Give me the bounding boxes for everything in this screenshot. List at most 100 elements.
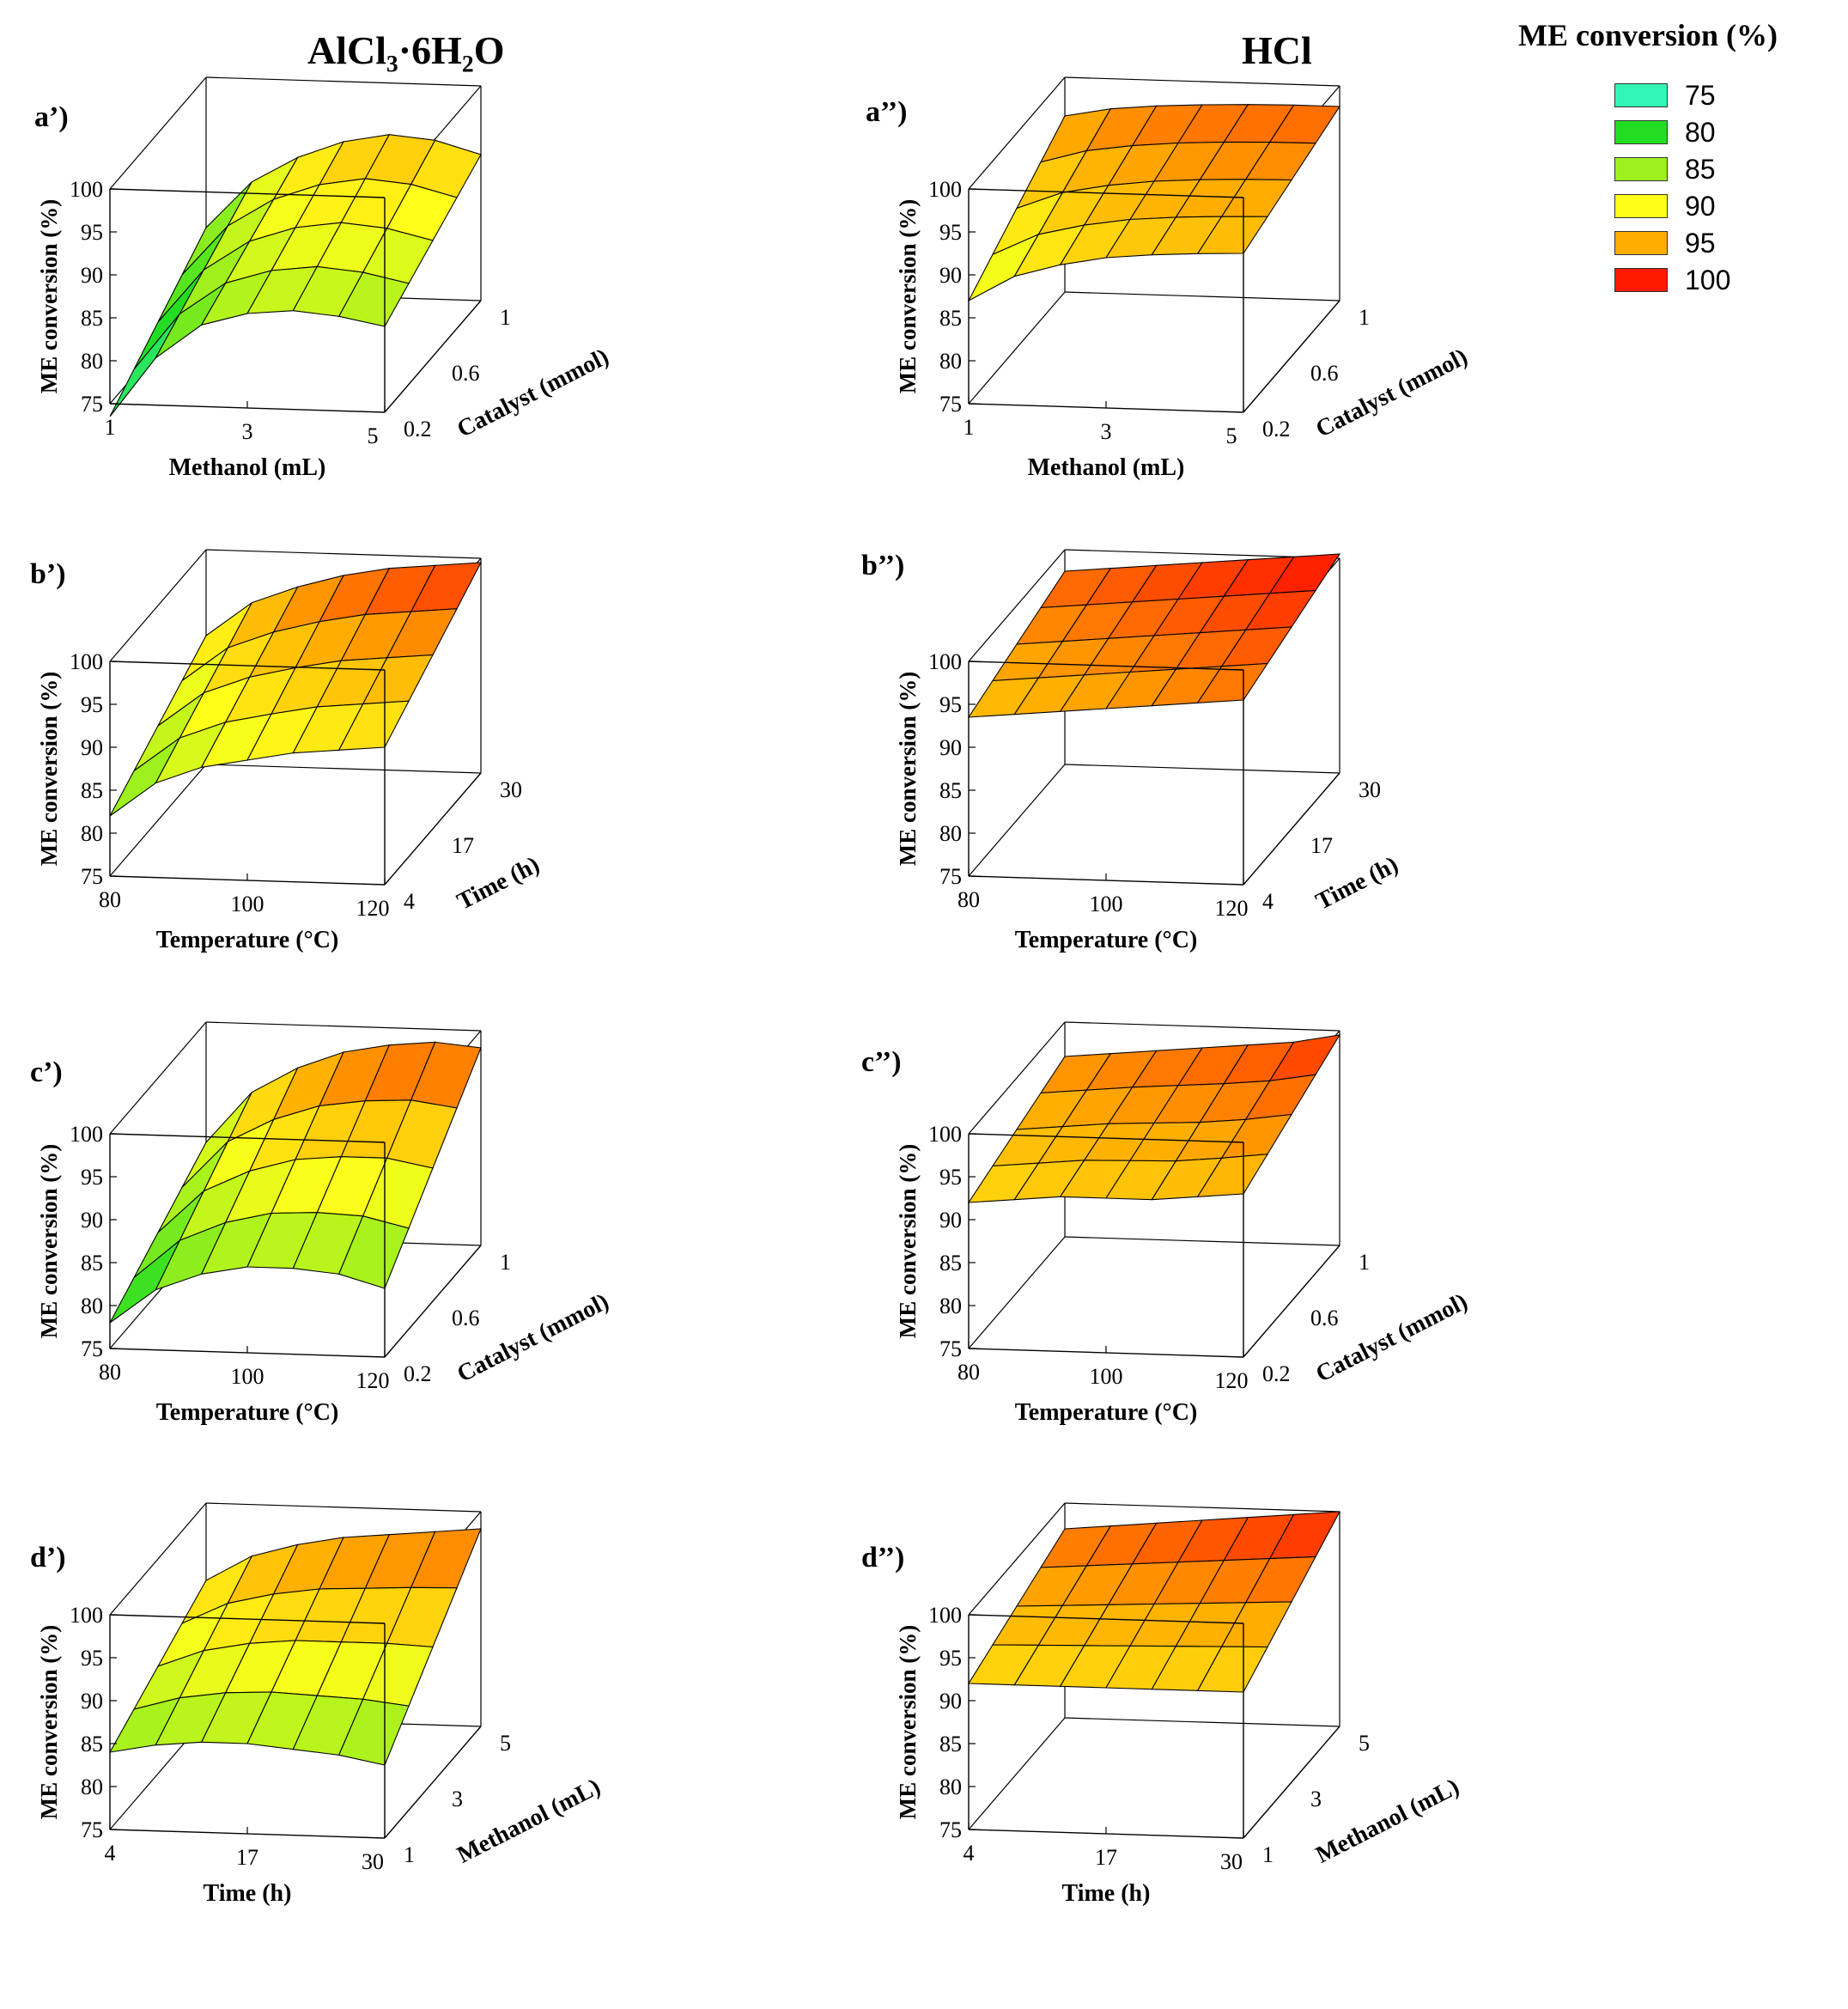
box-edge: [109, 661, 386, 671]
y-axis-label: Methanol (mL): [453, 1774, 605, 1869]
z-tick-label: 75: [81, 1336, 103, 1361]
legend-swatch: [1614, 157, 1668, 181]
box-edge: [968, 764, 1066, 877]
y-tick-label: 0.2: [404, 1361, 432, 1386]
box-edge: [384, 1726, 482, 1839]
y-axis-label: Time (h): [453, 851, 544, 915]
surface-patch: [109, 314, 180, 417]
box-edge: [1243, 1245, 1340, 1358]
y-tick-label: 3: [1310, 1787, 1322, 1811]
left-column-title: AlCl₃·6H₂O: [307, 28, 505, 72]
z-tick-label: 95: [939, 220, 962, 245]
x-tick-label: 1: [105, 415, 116, 440]
z-tick-label: 90: [81, 735, 103, 760]
x-axis-label: Temperature (°C): [1015, 927, 1198, 953]
z-axis-label: ME conversion (%): [895, 199, 921, 393]
z-tick-label: 95: [81, 220, 103, 245]
z-tick-label: 90: [81, 1208, 103, 1233]
x-tick-label: 100: [231, 1364, 264, 1389]
legend-item: 100: [1614, 265, 1730, 295]
z-axis-label: ME conversion (%): [895, 672, 921, 866]
x-tick-label: 30: [1220, 1849, 1243, 1874]
x-tick-label: 100: [1090, 892, 1123, 916]
z-tick-label: 85: [939, 1732, 962, 1756]
panel-label-d1: d’): [30, 1542, 66, 1574]
panel-label-b1: b’): [30, 558, 66, 590]
legend-label: 90: [1685, 190, 1716, 222]
z-tick-label: 95: [81, 692, 103, 717]
box-edge: [1064, 1502, 1340, 1513]
box-edge: [1064, 1021, 1340, 1032]
x-tick-label: 100: [1090, 1364, 1123, 1389]
z-tick-label: 90: [81, 263, 103, 288]
x-axis-label: Temperature (°C): [1015, 1399, 1198, 1426]
y-tick-label: 30: [500, 777, 522, 802]
box-edge: [968, 76, 1066, 190]
box-edge: [109, 1614, 386, 1624]
box-edge: [205, 1021, 482, 1032]
x-tick-label: 17: [1095, 1845, 1117, 1870]
z-tick-label: 75: [939, 1336, 962, 1361]
x-tick-label: 4: [964, 1841, 975, 1866]
z-tick-label: 90: [939, 1689, 962, 1714]
x-axis-label: Temperature (°C): [156, 1399, 339, 1426]
z-tick-label: 75: [81, 392, 103, 417]
box-edge: [968, 1021, 1066, 1135]
z-tick-label: 100: [928, 177, 962, 202]
surface-plot-d1: 75 80 85 90 95 100 ME conversion (%) 4 17 30 Time …: [36, 1502, 605, 1907]
z-tick-label: 85: [81, 306, 103, 331]
y-tick-label: 0.6: [452, 361, 480, 386]
legend-label: 100: [1685, 264, 1731, 295]
y-tick-label: 3: [452, 1787, 463, 1811]
panel-label-a1: a’): [34, 101, 69, 133]
surface-plot-a1: 75 80 85 90 95 100 ME conversion (%) 1 3 5 Methano…: [36, 76, 613, 481]
y-tick-label: 0.6: [1310, 361, 1339, 386]
z-tick-label: 75: [81, 1817, 103, 1842]
box-edge: [109, 1502, 207, 1616]
y-axis-label: Catalyst (mmol): [453, 1288, 613, 1388]
y-tick-label: 5: [500, 1731, 511, 1756]
z-tick-label: 100: [70, 177, 103, 202]
box-edge: [1243, 772, 1340, 886]
x-tick-label: 30: [362, 1849, 384, 1874]
x-tick-label: 120: [356, 896, 390, 921]
z-tick-label: 90: [939, 735, 962, 760]
x-axis-label: Temperature (°C): [156, 927, 339, 953]
box-edge: [384, 772, 482, 886]
x-axis-label: Methanol (mL): [1028, 454, 1185, 481]
x-tick-label: 120: [356, 1368, 390, 1393]
legend-item: 80: [1614, 117, 1716, 148]
z-tick-label: 85: [81, 778, 103, 803]
z-tick-label: 100: [70, 1603, 103, 1628]
legend-swatch: [1614, 268, 1668, 292]
box-edge: [968, 188, 1244, 198]
z-tick-label: 80: [81, 1775, 103, 1799]
y-tick-label: 1: [404, 1842, 415, 1867]
legend-label: 95: [1685, 227, 1716, 259]
legend-title: ME conversion (%): [1518, 18, 1778, 52]
surface-patch: [337, 1698, 410, 1766]
box-edge: [968, 549, 1066, 662]
panel-label-c1: c’): [30, 1056, 63, 1088]
surface-plot-a2: 75 80 85 90 95 100 ME conversion (%) 1 3 5 Methano…: [895, 76, 1472, 481]
box-edge: [1064, 1717, 1340, 1727]
box-edge: [109, 76, 207, 190]
y-axis-label: Catalyst (mmol): [453, 344, 613, 443]
y-tick-label: 5: [1359, 1731, 1370, 1756]
x-tick-label: 80: [99, 887, 121, 912]
box-edge: [205, 76, 482, 87]
box-edge: [109, 549, 207, 662]
box-edge: [1243, 1726, 1340, 1839]
box-edge: [968, 291, 1066, 405]
x-tick-label: 5: [368, 423, 379, 448]
box-edge: [968, 1133, 1244, 1143]
x-tick-label: 80: [957, 887, 980, 912]
surface-patch: [337, 271, 410, 327]
y-tick-label: 17: [452, 833, 474, 858]
surface-plot-d2: 75 80 85 90 95 100 ME conversion (%) 4 17 30 Time …: [895, 1502, 1463, 1907]
z-tick-label: 90: [81, 1689, 103, 1714]
legend-item: 85: [1614, 154, 1716, 185]
box-edge: [384, 300, 482, 413]
